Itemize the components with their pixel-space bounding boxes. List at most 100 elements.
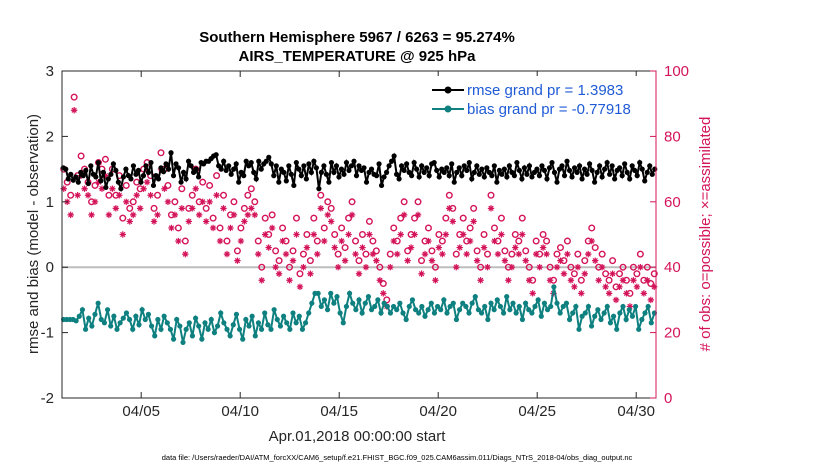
possible-obs-marker (459, 214, 467, 222)
possible-obs-marker (251, 198, 259, 206)
rmse-point (286, 163, 292, 169)
y-tick-label-right: 80 (664, 128, 681, 145)
rmse-point (604, 159, 610, 166)
possible-obs-marker (376, 263, 384, 271)
rmse-point (175, 165, 182, 171)
bias-point (186, 320, 192, 326)
assimilated-obs-marker (192, 185, 199, 192)
rmse-point (293, 159, 299, 166)
assimilated-obs-marker (310, 231, 318, 238)
y-tick-label-right: 40 (664, 259, 681, 276)
bias-point (598, 316, 604, 323)
assimilated-obs-marker (473, 257, 481, 264)
rmse-point (123, 166, 129, 172)
x-tick-label: 04/25 (518, 403, 556, 420)
bias-point (205, 326, 211, 332)
possible-obs-marker (390, 224, 398, 232)
legend-rmse-label: rmse grand pr = 1.3983 (467, 82, 623, 99)
possible-obs-marker (306, 257, 314, 265)
assimilated-obs-marker (623, 290, 630, 297)
bias-point (104, 307, 111, 313)
bias-point (148, 323, 155, 329)
bias-point (610, 313, 617, 319)
rmse-point (376, 161, 382, 167)
bias-point (513, 310, 519, 316)
rmse-point (283, 178, 289, 184)
rmse-point (526, 163, 533, 169)
rmse-point (524, 171, 530, 177)
bias-point (604, 303, 610, 310)
legend: rmse grand pr = 1.3983 bias grand pr = -… (428, 76, 652, 118)
rmse-point (627, 176, 633, 182)
chart-title: Southern Hemisphere 5967 / 6263 = 95.274… (199, 29, 515, 46)
rmse-point (454, 169, 460, 175)
bias-point (570, 310, 576, 316)
possible-obs-marker (77, 152, 85, 160)
rmse-point (348, 163, 355, 169)
possible-obs-marker (188, 191, 196, 199)
rmse-point (336, 174, 342, 180)
rmse-point (356, 163, 362, 169)
rmse-point (68, 171, 74, 177)
possible-obs-marker (616, 270, 624, 278)
assimilated-obs-marker (588, 237, 595, 245)
rmse-point (311, 158, 317, 164)
bias-point (463, 303, 469, 310)
rmse-point (559, 163, 565, 169)
possible-obs-marker (553, 250, 561, 258)
rmse-point (241, 173, 247, 179)
rmse-point (649, 171, 655, 177)
possible-obs-marker (438, 237, 446, 245)
bias-point (268, 326, 274, 332)
assimilated-obs-marker (477, 277, 484, 284)
bias-point (158, 326, 164, 332)
bias-point (551, 284, 557, 290)
assimilated-obs-marker (112, 205, 120, 212)
possible-obs-marker (543, 237, 551, 245)
bias-point (280, 313, 287, 319)
legend-box (428, 76, 652, 118)
possible-obs-marker (411, 214, 419, 222)
rmse-point (436, 174, 442, 180)
assimilated-obs-marker (539, 244, 547, 251)
rmse-point (549, 159, 555, 166)
rmse-point (511, 173, 517, 179)
rmse-point (303, 176, 309, 182)
x-tick-label: 04/10 (221, 403, 259, 420)
bias-point (507, 307, 513, 313)
possible-obs-marker (473, 247, 481, 255)
bias-point (522, 300, 529, 306)
rmse-point (529, 174, 535, 180)
assimilated-obs-marker (119, 231, 126, 238)
rmse-point (263, 158, 269, 164)
rmse-point (469, 176, 475, 182)
bias-point (636, 326, 642, 332)
bias-point (428, 300, 434, 306)
bias-point (648, 320, 654, 326)
rmse-point (474, 163, 480, 169)
bias-point (422, 313, 428, 319)
bias-point (230, 322, 236, 328)
bias-point (485, 316, 491, 323)
possible-obs-marker (490, 224, 498, 232)
bias-point (416, 310, 422, 316)
plot-area: 04/05 04/10 04/15 04/20 04/25 04/30 -2 -1 0 1 2 3 0 2… (41, 63, 689, 420)
bias-point (563, 300, 570, 306)
rmse-point (148, 159, 154, 166)
bias-point (196, 323, 202, 329)
possible-obs-marker (119, 214, 127, 222)
rmse-point (333, 163, 340, 169)
rmse-point (421, 169, 427, 175)
bias-point (629, 313, 636, 319)
assimilated-obs-marker (414, 211, 422, 219)
possible-obs-marker (105, 191, 113, 199)
assimilated-obs-marker (244, 211, 252, 219)
possible-obs-marker (397, 214, 405, 222)
bias-point (350, 300, 356, 306)
rmse-point (619, 173, 625, 179)
assimilated-obs-marker (202, 218, 210, 225)
assimilated-obs-marker (605, 290, 613, 297)
y-tick-label-left: 1 (46, 194, 54, 211)
